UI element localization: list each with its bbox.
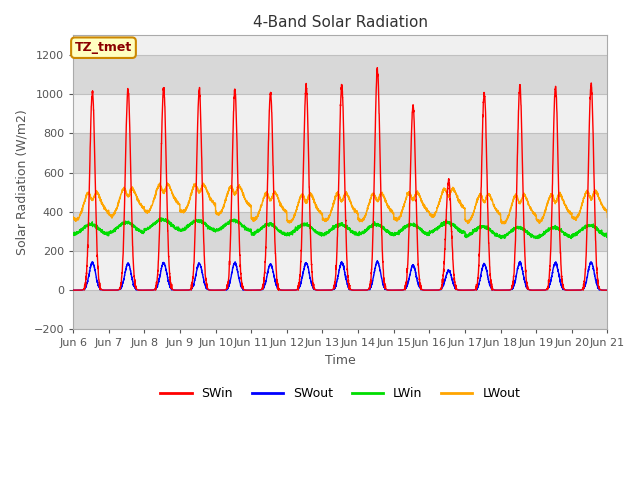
- Title: 4-Band Solar Radiation: 4-Band Solar Radiation: [253, 15, 428, 30]
- Bar: [73, 290, 607, 329]
- Bar: [73, 212, 607, 251]
- Bar: [73, 94, 607, 133]
- Bar: [73, 251, 607, 290]
- Bar: [73, 133, 607, 172]
- Bar: [73, 172, 607, 212]
- Text: TZ_tmet: TZ_tmet: [75, 41, 132, 54]
- X-axis label: Time: Time: [325, 354, 356, 367]
- Bar: [73, 55, 607, 94]
- Legend: SWin, SWout, LWin, LWout: SWin, SWout, LWin, LWout: [156, 383, 525, 406]
- Y-axis label: Solar Radiation (W/m2): Solar Radiation (W/m2): [15, 109, 28, 255]
